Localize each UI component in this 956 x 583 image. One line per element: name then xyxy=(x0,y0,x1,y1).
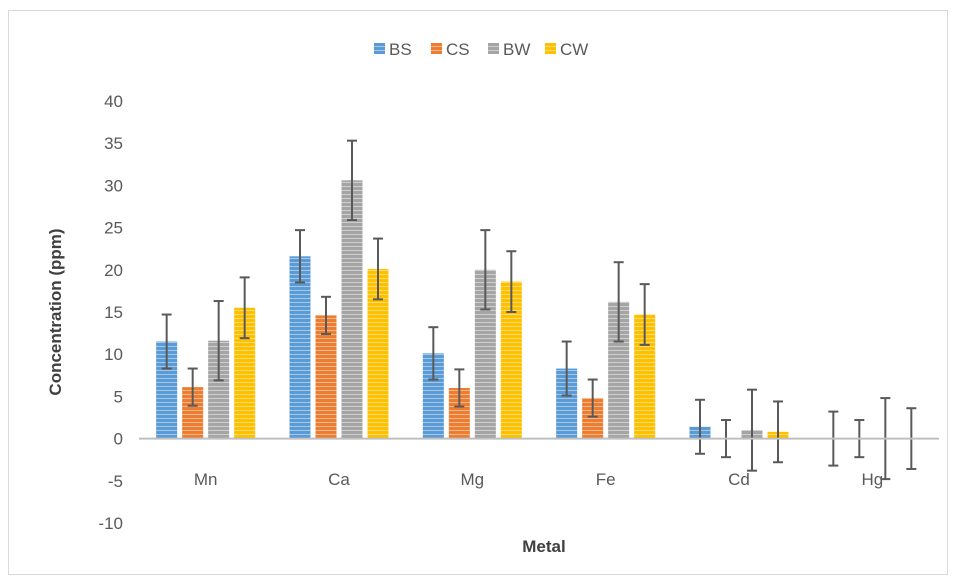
error-bar-cw-mg xyxy=(506,250,517,313)
y-axis: -10 -5 0 5 10 15 20 25 30 35 40 xyxy=(98,92,123,533)
error-bar-cs-ca xyxy=(321,295,331,335)
legend-item-bw: BW xyxy=(488,40,530,59)
y-tick-label: 30 xyxy=(104,176,123,195)
bar-texture xyxy=(608,301,630,439)
bar-texture xyxy=(474,269,496,439)
error-bars xyxy=(161,139,917,481)
error-bar-cw-mn xyxy=(239,276,250,340)
bar-texture xyxy=(634,314,656,439)
bar-texture xyxy=(208,340,230,439)
bar-texture xyxy=(234,307,256,439)
error-bar-bs-mg xyxy=(428,326,439,381)
bar-texture xyxy=(367,268,389,439)
legend-item-cw: CW xyxy=(545,40,588,59)
y-tick-label: -10 xyxy=(98,514,123,533)
legend-swatch-texture xyxy=(374,43,385,54)
y-tick-label: 35 xyxy=(104,134,123,153)
error-bar-bw-mn xyxy=(213,300,224,382)
x-tick-label: Hg xyxy=(861,470,883,489)
bar-texture xyxy=(315,315,337,439)
y-tick-label: 15 xyxy=(104,303,123,322)
bar-texture xyxy=(182,387,204,439)
y-tick-label: 5 xyxy=(114,387,123,406)
bar-texture xyxy=(556,368,578,439)
error-bar-cw-ca xyxy=(373,237,383,301)
x-tick-label: Fe xyxy=(596,470,616,489)
legend-label: BW xyxy=(503,40,530,59)
bar-texture xyxy=(341,180,363,439)
bars xyxy=(156,180,789,439)
legend-swatch-texture xyxy=(488,43,499,54)
y-tick-label: -5 xyxy=(108,472,123,491)
error-bar-cs-fe xyxy=(587,378,598,418)
bar-texture xyxy=(422,353,444,439)
error-bar-cw-fe xyxy=(639,283,650,346)
chart-frame: BS CS BW CW -10 -5 0 5 10 15 20 25 30 35 40 Mn Ca Mg Fe C… xyxy=(8,10,948,575)
y-tick-label: 40 xyxy=(104,92,123,111)
error-bar-bs-ca xyxy=(295,229,305,284)
error-bar-bw-cd xyxy=(747,388,757,472)
legend-item-bs: BS xyxy=(374,40,412,59)
legend: BS CS BW CW xyxy=(374,40,588,59)
bar-texture xyxy=(582,398,604,439)
bar-texture xyxy=(500,281,522,439)
y-tick-label: 25 xyxy=(104,219,123,238)
error-bar-cs-mn xyxy=(187,367,198,407)
error-bar-cs-mg xyxy=(454,368,465,408)
legend-swatch-texture xyxy=(431,43,442,54)
x-tick-label: Mg xyxy=(461,470,485,489)
legend-label: BS xyxy=(389,40,412,59)
x-axis-title: Metal xyxy=(522,537,565,556)
bar-chart: BS CS BW CW -10 -5 0 5 10 15 20 25 30 35 40 Mn Ca Mg Fe C… xyxy=(46,40,939,556)
error-bar-bw-fe xyxy=(613,261,624,343)
y-tick-label: 20 xyxy=(104,261,123,280)
bar-texture xyxy=(448,387,470,439)
y-axis-title: Concentration (ppm) xyxy=(46,228,65,395)
error-bar-bw-ca xyxy=(347,139,357,222)
x-tick-label: Ca xyxy=(328,470,350,489)
error-bar-bs-cd xyxy=(695,398,705,455)
y-tick-label: 0 xyxy=(114,430,123,449)
x-axis: Mn Ca Mg Fe Cd Hg xyxy=(194,470,883,489)
legend-item-cs: CS xyxy=(431,40,470,59)
x-tick-label: Mn xyxy=(194,470,218,489)
error-bar-cw-cd xyxy=(773,400,783,464)
error-bar-bw-mg xyxy=(480,229,491,311)
error-bar-bs-fe xyxy=(561,340,572,397)
legend-label: CS xyxy=(446,40,470,59)
error-bar-bs-mn xyxy=(161,313,172,370)
bar-texture xyxy=(289,256,311,439)
x-tick-label: Cd xyxy=(728,470,750,489)
bar-texture xyxy=(156,341,178,439)
y-tick-label: 10 xyxy=(104,345,123,364)
legend-label: CW xyxy=(560,40,588,59)
legend-swatch-texture xyxy=(545,43,556,54)
